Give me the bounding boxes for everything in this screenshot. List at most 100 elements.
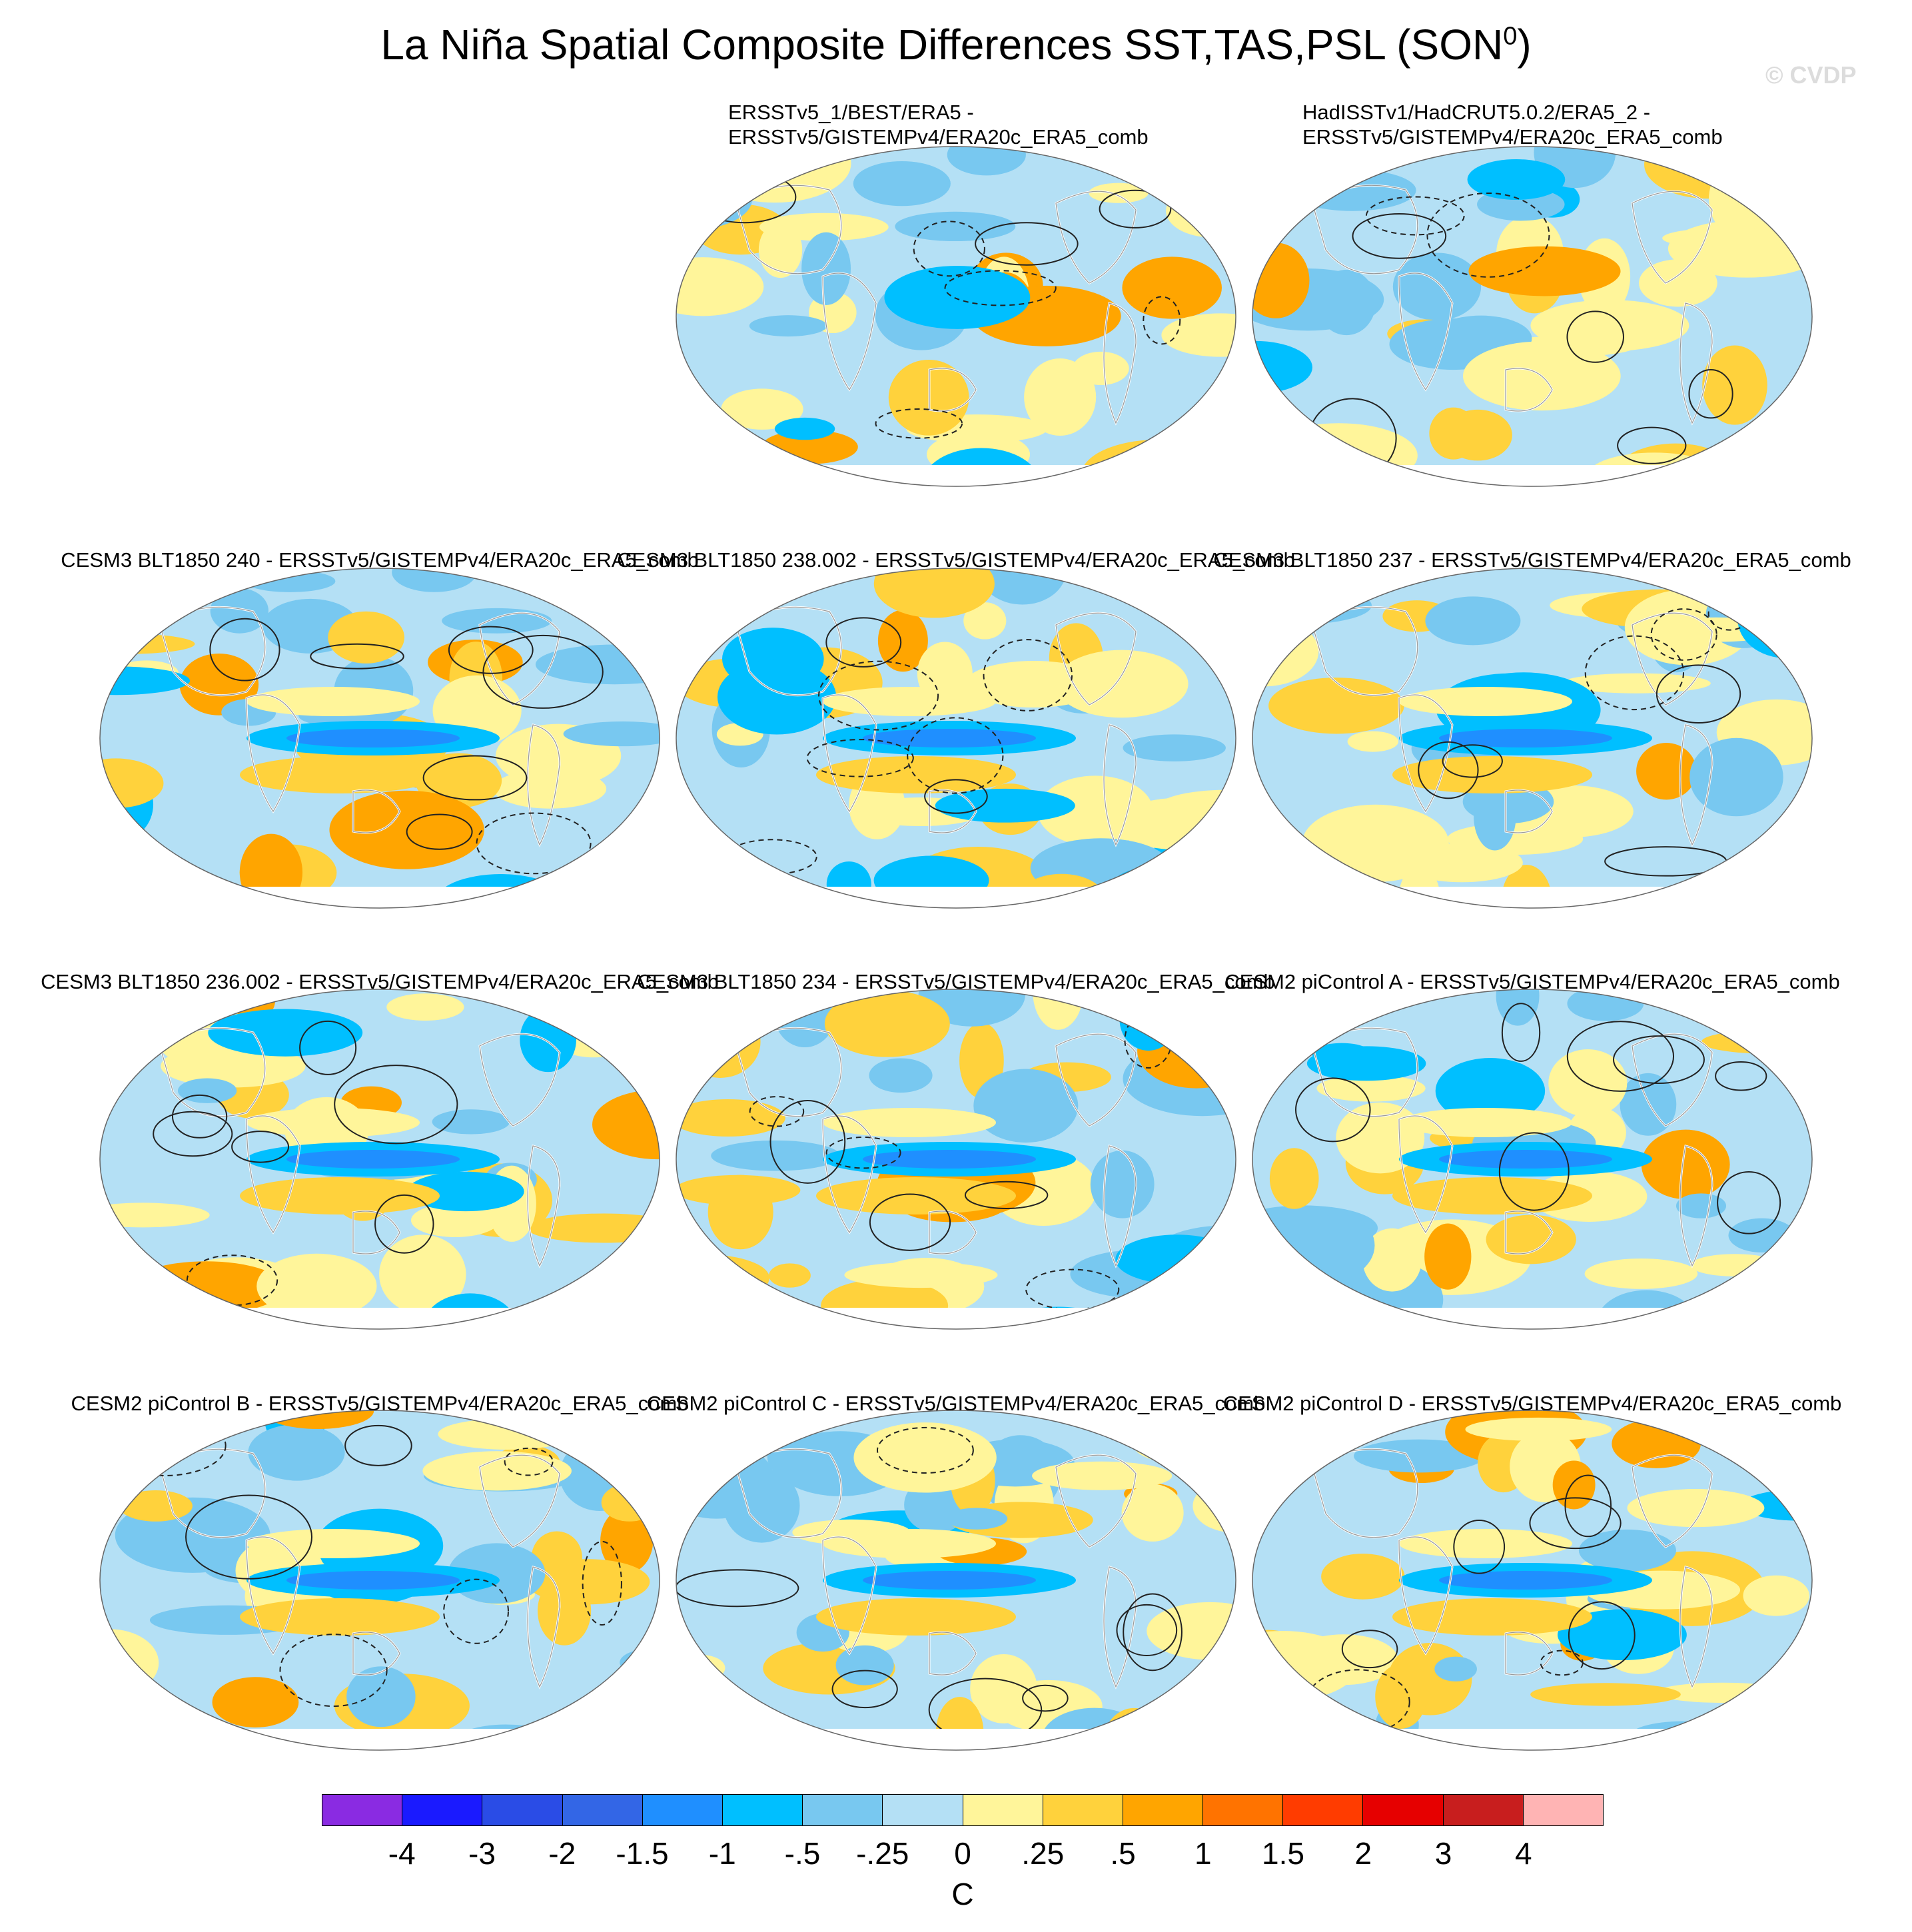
psl-contour	[769, 1099, 846, 1184]
psl-contour	[1529, 1497, 1622, 1550]
anomaly-patch	[1644, 147, 1773, 199]
psl-contour	[1501, 1003, 1541, 1062]
colorbar-box-10	[1123, 1795, 1204, 1825]
cvdp-watermark: © CVDP	[1765, 61, 1857, 89]
anomaly-patch	[526, 1559, 650, 1605]
anomaly-patch	[1723, 436, 1766, 482]
anomaly-patch	[244, 570, 336, 592]
anomaly-patch	[563, 721, 660, 747]
psl-contour	[964, 1181, 1049, 1209]
anomaly-patch	[119, 1490, 193, 1522]
anomaly-patch	[773, 989, 836, 1048]
anomaly-patch	[1269, 1148, 1319, 1209]
anomaly-patch	[1584, 1258, 1698, 1289]
colorbar-box-15	[1523, 1795, 1603, 1825]
coastline	[527, 724, 560, 846]
anomaly-patch	[601, 1484, 658, 1522]
psl-contour	[1025, 1268, 1120, 1310]
anomaly-patch	[100, 1410, 181, 1450]
anomaly-patch	[1081, 440, 1232, 486]
antarctica-mask	[676, 1308, 1236, 1329]
anomaly-patch	[1486, 1214, 1576, 1264]
psl-contour	[1426, 192, 1550, 278]
psl-contour	[875, 408, 963, 439]
panel-title-1-line2: ERSSTv5/GISTEMPv4/ERA20c_ERA5_comb	[728, 125, 1149, 149]
coastline	[1398, 694, 1453, 813]
anomaly-patch	[873, 568, 995, 618]
anomaly-patch	[1443, 409, 1512, 461]
anomaly-patch	[698, 147, 851, 203]
anomaly-patch	[210, 588, 269, 634]
anomaly-patch	[1424, 1223, 1472, 1290]
coastline	[1505, 789, 1553, 833]
psl-contour	[103, 1414, 227, 1476]
anomaly-patch	[1151, 989, 1236, 1023]
colorbar-box-8	[963, 1795, 1043, 1825]
psl-contour	[876, 1426, 974, 1474]
subtropical-warm-band	[246, 687, 420, 716]
anomaly-patch	[1558, 1609, 1687, 1661]
anomaly-patch	[978, 568, 1067, 605]
coastline	[1312, 1448, 1418, 1538]
psl-contour	[1688, 369, 1733, 419]
anomaly-patch	[100, 989, 199, 1037]
coastline	[735, 1448, 842, 1538]
antarctic-patch	[1315, 1727, 1350, 1746]
psl-contour	[924, 779, 988, 814]
colorbar-box-4	[642, 1795, 723, 1825]
anomaly-patch	[379, 1234, 466, 1314]
psl-contour	[1453, 1520, 1506, 1574]
enso-cold-core	[1439, 1150, 1612, 1169]
psl-contour	[944, 270, 1057, 306]
anomaly-patch	[1252, 1676, 1292, 1726]
anomaly-patch	[614, 1276, 660, 1329]
colorbar-tick-label: 3	[1434, 1836, 1452, 1871]
anomaly-patch	[269, 1456, 324, 1481]
psl-contour	[1568, 1601, 1636, 1670]
anomaly-patch	[963, 602, 1007, 640]
enso-cold-core	[1439, 729, 1612, 747]
anomaly-patch	[947, 147, 1026, 176]
map-outline-1	[676, 146, 1236, 487]
map-panel-5	[1252, 568, 1812, 908]
anomaly-patch	[824, 990, 950, 1057]
anomaly-patch	[708, 568, 813, 604]
anomaly-patch	[100, 1203, 210, 1228]
coastline	[1679, 302, 1713, 424]
panel-title-2-line1: HadISSTv1/HadCRUT5.0.2/ERA5_2 -	[1302, 101, 1651, 124]
anomaly-patch	[1743, 1575, 1809, 1616]
enso-cold-core	[863, 729, 1036, 747]
anomaly-patch	[100, 634, 195, 654]
map-panel-8	[1252, 989, 1812, 1329]
anomaly-patch	[1123, 734, 1226, 761]
psl-contour	[983, 639, 1073, 712]
coastline	[246, 1115, 300, 1234]
anomaly-patch	[676, 1099, 785, 1137]
subtropical-warm-band	[1399, 1529, 1572, 1558]
colorbar	[322, 1794, 1604, 1826]
anomaly-patch	[526, 881, 594, 908]
coastline	[1679, 724, 1713, 846]
antarctic-patch	[739, 464, 773, 482]
map-outline-10	[676, 1410, 1236, 1751]
coastline	[1398, 1115, 1453, 1234]
panel-title-1: ERSSTv5_1/BEST/ERA5 - ERSSTv5/GISTEMPv4/…	[728, 100, 1149, 149]
anomaly-patch	[749, 315, 827, 337]
antarctica-mask	[676, 1729, 1236, 1750]
coastline	[822, 272, 877, 391]
anomaly-patch	[721, 388, 803, 430]
antarctica-mask	[1252, 887, 1812, 908]
anomaly-patch	[918, 989, 1025, 1027]
psl-contour	[1715, 1061, 1767, 1091]
anomaly-patch	[328, 611, 405, 664]
anomaly-patch	[535, 644, 660, 685]
subtropical-warm-band	[816, 756, 1016, 793]
enso-cold-core	[863, 1150, 1036, 1169]
coastline	[159, 606, 266, 696]
psl-contour	[1498, 1132, 1570, 1211]
psl-contour	[279, 1634, 388, 1707]
psl-contour	[1612, 1035, 1705, 1084]
anomaly-patch	[407, 1171, 524, 1212]
anomaly-patch	[155, 989, 215, 1011]
subtropical-warm-band	[823, 1108, 996, 1137]
